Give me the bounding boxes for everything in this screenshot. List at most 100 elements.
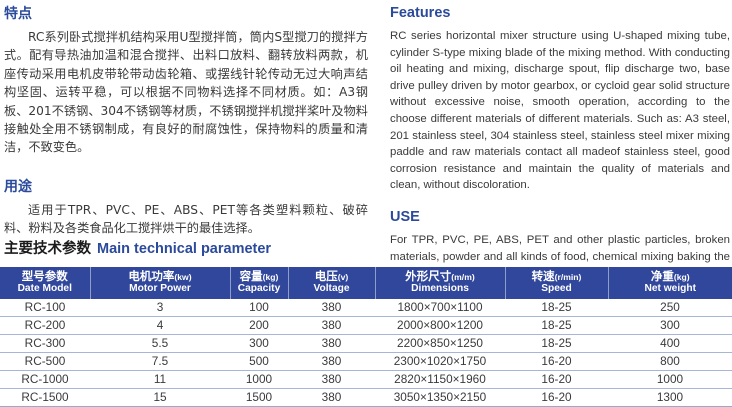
column-header-model: 型号参数 Date Model [0, 267, 90, 299]
unit: (v) [338, 272, 349, 282]
label: 转速 [532, 269, 555, 283]
cell-model: RC-1000 [0, 371, 90, 389]
table-row: RC-500 7.5 500 380 2300×1020×1750 16-20 … [0, 353, 732, 371]
column-header-capacity: 容量(kg) Capacity [230, 267, 288, 299]
unit: (kg) [263, 272, 279, 282]
column-header-model-en: Date Model [0, 283, 90, 296]
cell-capacity: 100 [230, 299, 288, 317]
column-header-net-weight: 净重(kg) Net weight [608, 267, 732, 299]
cell-dimensions: 1800×700×1100 [375, 299, 505, 317]
specification-table: 型号参数 Date Model 电机功率(kw) Motor Power 容量(… [0, 267, 732, 407]
cell-net-weight: 250 [608, 299, 732, 317]
column-header-motor-power-en: Motor Power [91, 283, 230, 296]
cell-model: RC-100 [0, 299, 90, 317]
column-header-net-weight-en: Net weight [609, 283, 732, 296]
cell-model: RC-500 [0, 353, 90, 371]
cell-net-weight: 300 [608, 317, 732, 335]
label: 净重 [651, 269, 674, 283]
cell-dimensions: 2820×1150×1960 [375, 371, 505, 389]
unit: (kg) [674, 272, 690, 282]
table-header-row: 型号参数 Date Model 电机功率(kw) Motor Power 容量(… [0, 267, 732, 299]
spacer [4, 161, 368, 177]
use-body-cn: 适用于TPR、PVC、PE、ABS、PET等各类塑料颗粒、破碎料、粉料及各类食品… [4, 201, 368, 238]
use-title-en: USE [390, 208, 730, 226]
cell-speed: 16-20 [505, 353, 608, 371]
features-title-en: Features [390, 4, 730, 22]
column-header-motor-power: 电机功率(kw) Motor Power [90, 267, 230, 299]
cell-motor-power: 15 [90, 389, 230, 407]
cell-model: RC-1500 [0, 389, 90, 407]
label: 外形尺寸 [405, 269, 451, 283]
cell-capacity: 500 [230, 353, 288, 371]
cell-speed: 16-20 [505, 389, 608, 407]
cell-voltage: 380 [288, 371, 375, 389]
cell-motor-power: 5.5 [90, 335, 230, 353]
unit: (r/min) [555, 272, 582, 282]
features-body-cn: RC系列卧式搅拌机结构采用U型搅拌筒，筒内S型搅刀的搅拌方式。配有导热油加温和混… [4, 28, 368, 157]
unit: (kw) [174, 272, 191, 282]
cell-voltage: 380 [288, 299, 375, 317]
cell-model: RC-200 [0, 317, 90, 335]
column-header-voltage-en: Voltage [289, 283, 375, 296]
column-header-model-cn: 型号参数 [0, 270, 90, 284]
cell-net-weight: 1000 [608, 371, 732, 389]
label: 容量 [240, 269, 263, 283]
spacer [390, 198, 730, 208]
cell-capacity: 1000 [230, 371, 288, 389]
cell-speed: 18-25 [505, 335, 608, 353]
column-header-voltage-cn: 电压(v) [289, 270, 375, 284]
column-header-speed-cn: 转速(r/min) [506, 270, 608, 284]
cell-dimensions: 2300×1020×1750 [375, 353, 505, 371]
cell-dimensions: 2200×850×1250 [375, 335, 505, 353]
column-header-capacity-cn: 容量(kg) [231, 270, 288, 284]
english-description-column: Features RC series horizontal mixer stru… [380, 0, 732, 286]
cell-voltage: 380 [288, 317, 375, 335]
unit: (m/m) [451, 272, 474, 282]
cell-speed: 16-20 [505, 371, 608, 389]
column-header-net-weight-cn: 净重(kg) [609, 270, 732, 284]
table-row: RC-300 5.5 300 380 2200×850×1250 18-25 4… [0, 335, 732, 353]
table-body: RC-100 3 100 380 1800×700×1100 18-25 250… [0, 299, 732, 407]
column-header-motor-power-cn: 电机功率(kw) [91, 270, 230, 284]
cell-capacity: 200 [230, 317, 288, 335]
column-header-voltage: 电压(v) Voltage [288, 267, 375, 299]
label: 型号参数 [22, 269, 68, 283]
cell-capacity: 300 [230, 335, 288, 353]
main-technical-parameter-heading: 主要技术参数 Main technical parameter [4, 240, 271, 259]
cell-speed: 18-25 [505, 317, 608, 335]
features-title-cn: 特点 [4, 4, 368, 22]
cell-net-weight: 400 [608, 335, 732, 353]
table-header: 型号参数 Date Model 电机功率(kw) Motor Power 容量(… [0, 267, 732, 299]
params-heading-cn: 主要技术参数 [4, 241, 91, 257]
cell-motor-power: 3 [90, 299, 230, 317]
column-header-capacity-en: Capacity [231, 283, 288, 296]
cell-dimensions: 3050×1350×2150 [375, 389, 505, 407]
cell-speed: 18-25 [505, 299, 608, 317]
cell-motor-power: 7.5 [90, 353, 230, 371]
use-title-cn: 用途 [4, 177, 368, 195]
cell-net-weight: 800 [608, 353, 732, 371]
cell-net-weight: 1300 [608, 389, 732, 407]
column-header-dimensions-en: Dimensions [376, 283, 505, 296]
table-row: RC-200 4 200 380 2000×800×1200 18-25 300 [0, 317, 732, 335]
column-header-dimensions: 外形尺寸(m/m) Dimensions [375, 267, 505, 299]
features-body-en: RC series horizontal mixer structure usi… [390, 28, 730, 194]
cell-model: RC-300 [0, 335, 90, 353]
column-header-dimensions-cn: 外形尺寸(m/m) [376, 270, 505, 284]
cell-voltage: 380 [288, 335, 375, 353]
cell-motor-power: 4 [90, 317, 230, 335]
cell-motor-power: 11 [90, 371, 230, 389]
cell-capacity: 1500 [230, 389, 288, 407]
label: 电压 [315, 269, 338, 283]
table-row: RC-1000 11 1000 380 2820×1150×1960 16-20… [0, 371, 732, 389]
params-heading-en: Main technical parameter [97, 241, 271, 257]
column-header-speed: 转速(r/min) Speed [505, 267, 608, 299]
cell-voltage: 380 [288, 389, 375, 407]
cell-voltage: 380 [288, 353, 375, 371]
cell-dimensions: 2000×800×1200 [375, 317, 505, 335]
table-row: RC-100 3 100 380 1800×700×1100 18-25 250 [0, 299, 732, 317]
label: 电机功率 [128, 269, 174, 283]
column-header-speed-en: Speed [506, 283, 608, 296]
table-row: RC-1500 15 1500 380 3050×1350×2150 16-20… [0, 389, 732, 407]
